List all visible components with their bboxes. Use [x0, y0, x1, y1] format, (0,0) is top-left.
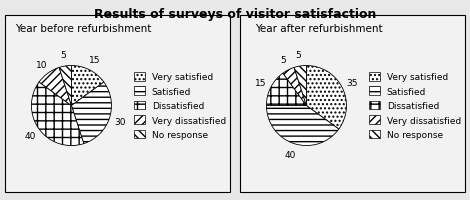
Wedge shape: [266, 106, 339, 146]
Wedge shape: [294, 66, 306, 106]
Legend: Very satisfied, Satisfied, Dissatisfied, Very dissatisfied, No response: Very satisfied, Satisfied, Dissatisfied,…: [366, 70, 464, 142]
Text: 40: 40: [24, 131, 36, 140]
Text: Year before refurbishment: Year before refurbishment: [16, 24, 152, 34]
Wedge shape: [59, 66, 71, 106]
Text: 15: 15: [89, 56, 101, 65]
Wedge shape: [266, 74, 306, 106]
Wedge shape: [283, 68, 306, 106]
Text: 5: 5: [280, 56, 286, 65]
Text: 30: 30: [114, 117, 126, 126]
Wedge shape: [306, 66, 346, 129]
Text: 10: 10: [36, 60, 47, 69]
Wedge shape: [39, 68, 71, 106]
Text: Results of surveys of visitor satisfaction: Results of surveys of visitor satisfacti…: [94, 8, 376, 21]
Text: 15: 15: [255, 78, 266, 87]
Text: 35: 35: [346, 78, 358, 87]
Text: 5: 5: [296, 51, 301, 60]
Wedge shape: [31, 83, 84, 146]
Legend: Very satisfied, Satisfied, Dissatisfied, Very dissatisfied, No response: Very satisfied, Satisfied, Dissatisfied,…: [131, 70, 229, 142]
Text: 40: 40: [285, 150, 296, 159]
Wedge shape: [71, 66, 104, 106]
Text: 5: 5: [61, 51, 66, 60]
Wedge shape: [71, 83, 111, 144]
Text: Year after refurbishment: Year after refurbishment: [255, 24, 383, 34]
